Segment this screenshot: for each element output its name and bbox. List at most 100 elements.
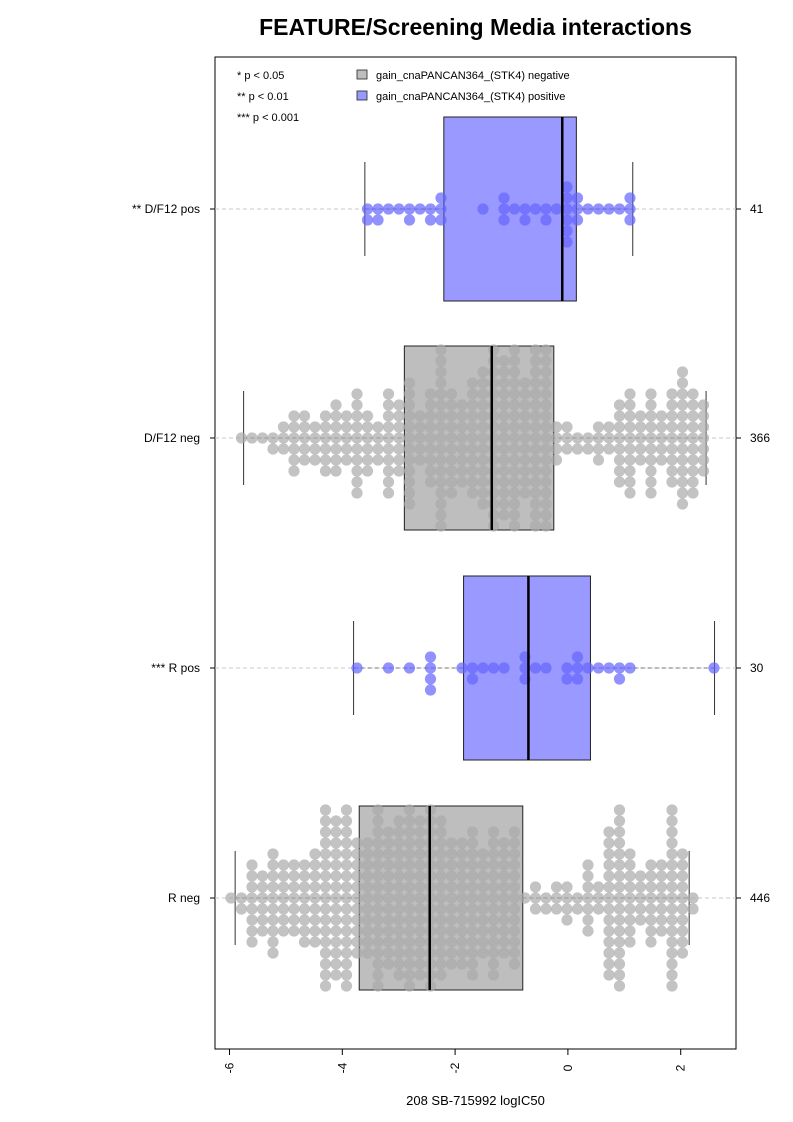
data-point bbox=[267, 859, 279, 871]
data-point bbox=[624, 465, 636, 477]
data-point bbox=[498, 432, 510, 444]
data-point bbox=[603, 881, 615, 893]
data-point bbox=[540, 203, 552, 215]
data-point bbox=[655, 421, 668, 433]
data-point bbox=[403, 432, 416, 444]
data-point bbox=[424, 421, 437, 433]
row-label: ** D/F12 pos bbox=[132, 202, 200, 216]
data-point bbox=[403, 410, 416, 422]
data-point bbox=[361, 203, 374, 215]
data-point bbox=[456, 410, 468, 422]
data-point bbox=[498, 925, 510, 937]
data-point bbox=[351, 837, 363, 849]
data-point bbox=[561, 225, 573, 237]
data-point bbox=[676, 443, 689, 455]
data-point bbox=[351, 399, 363, 411]
data-point bbox=[529, 454, 542, 466]
data-point bbox=[424, 662, 437, 674]
data-point bbox=[246, 925, 258, 937]
data-point bbox=[361, 925, 374, 937]
data-point bbox=[487, 958, 500, 970]
data-point bbox=[676, 914, 689, 926]
data-point bbox=[456, 443, 468, 455]
data-point bbox=[687, 487, 699, 499]
data-point bbox=[372, 432, 384, 444]
data-point bbox=[319, 947, 332, 959]
data-point bbox=[477, 859, 489, 871]
data-point bbox=[477, 410, 489, 422]
data-point bbox=[403, 958, 416, 970]
data-point bbox=[487, 410, 500, 422]
data-point bbox=[456, 925, 468, 937]
data-point bbox=[351, 421, 363, 433]
data-point bbox=[309, 454, 321, 466]
data-point bbox=[456, 454, 468, 466]
data-point bbox=[540, 214, 552, 226]
significance-legend-item: *** p < 0.001 bbox=[237, 112, 299, 124]
data-point bbox=[529, 443, 542, 455]
data-point bbox=[487, 520, 500, 532]
data-point bbox=[519, 465, 531, 477]
data-point bbox=[487, 914, 500, 926]
data-point bbox=[351, 936, 363, 948]
data-point bbox=[382, 848, 395, 860]
data-point bbox=[508, 958, 521, 970]
data-point bbox=[267, 925, 279, 937]
data-point bbox=[403, 903, 416, 915]
data-point bbox=[571, 892, 584, 904]
data-point bbox=[466, 936, 479, 948]
data-point bbox=[435, 936, 447, 948]
data-point bbox=[529, 377, 542, 389]
data-point bbox=[487, 903, 500, 915]
data-point bbox=[582, 892, 594, 904]
data-point bbox=[477, 892, 489, 904]
data-point bbox=[424, 684, 437, 696]
data-point bbox=[613, 903, 626, 915]
data-point bbox=[288, 859, 300, 871]
data-point bbox=[540, 465, 552, 477]
data-point bbox=[393, 410, 405, 422]
data-point bbox=[676, 870, 689, 882]
data-point bbox=[519, 443, 531, 455]
data-point bbox=[498, 892, 510, 904]
data-point bbox=[435, 870, 447, 882]
data-point bbox=[382, 947, 395, 959]
data-point bbox=[424, 465, 437, 477]
data-point bbox=[382, 892, 395, 904]
data-point bbox=[540, 498, 552, 510]
data-point bbox=[519, 388, 531, 400]
data-point bbox=[424, 673, 437, 685]
x-tick-label: 2 bbox=[674, 1064, 688, 1071]
data-point bbox=[487, 826, 500, 838]
data-point bbox=[676, 476, 689, 488]
data-point bbox=[298, 410, 311, 422]
data-point bbox=[645, 399, 657, 411]
data-point bbox=[372, 936, 384, 948]
data-point bbox=[529, 476, 542, 488]
data-point bbox=[519, 487, 531, 499]
data-point bbox=[561, 881, 573, 893]
data-point bbox=[319, 837, 332, 849]
data-point bbox=[550, 454, 563, 466]
data-point bbox=[330, 936, 342, 948]
data-point bbox=[540, 366, 552, 378]
data-point bbox=[592, 903, 605, 915]
data-point bbox=[634, 421, 647, 433]
data-point bbox=[393, 815, 405, 827]
data-point bbox=[603, 925, 615, 937]
data-point bbox=[666, 925, 678, 937]
data-point bbox=[498, 214, 510, 226]
data-point bbox=[246, 914, 258, 926]
data-point bbox=[361, 903, 374, 915]
data-point bbox=[540, 344, 552, 356]
data-point bbox=[666, 881, 678, 893]
data-point bbox=[676, 848, 689, 860]
data-point bbox=[466, 892, 479, 904]
data-point bbox=[340, 410, 353, 422]
data-point bbox=[403, 892, 416, 904]
data-point bbox=[655, 454, 668, 466]
data-point bbox=[487, 487, 500, 499]
data-point bbox=[466, 969, 479, 981]
data-point bbox=[477, 203, 489, 215]
data-point bbox=[529, 498, 542, 510]
